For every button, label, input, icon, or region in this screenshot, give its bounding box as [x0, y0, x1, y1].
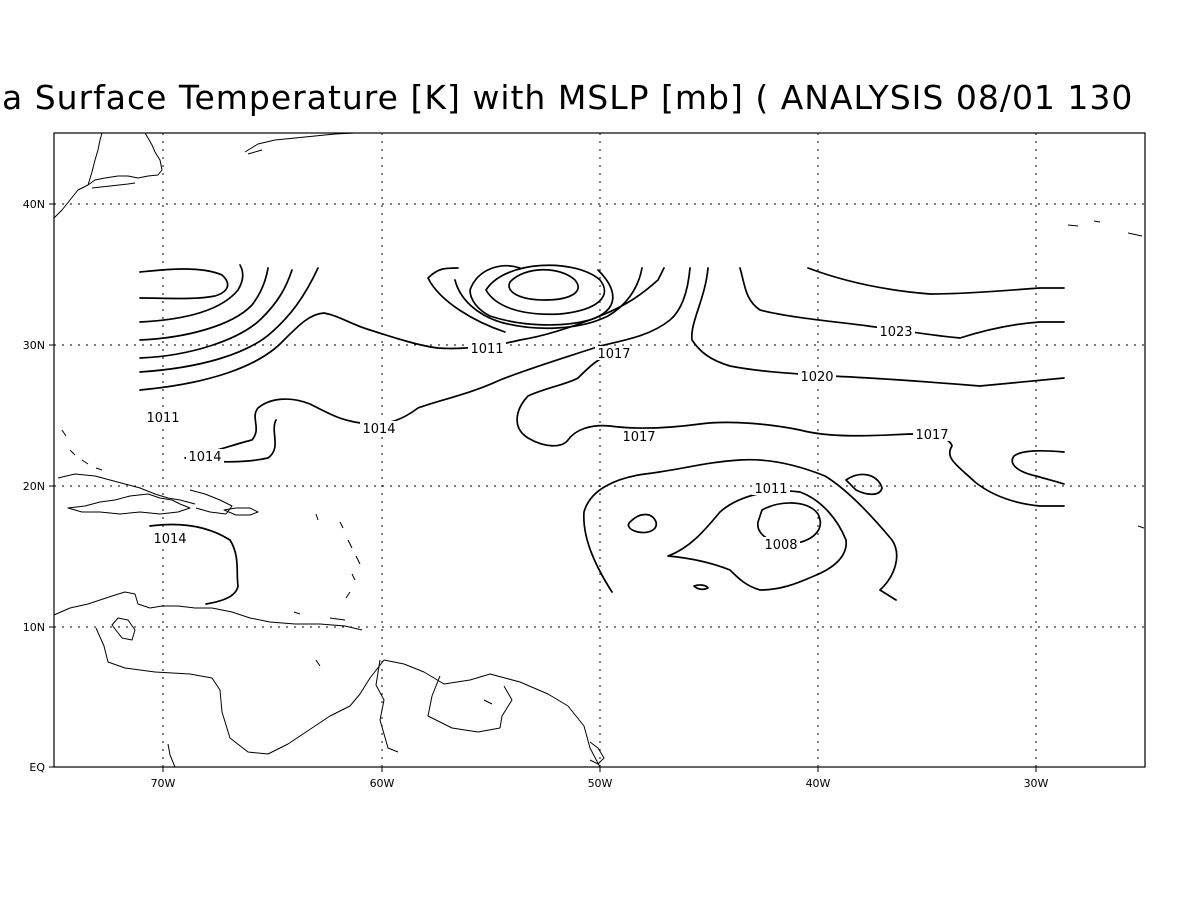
isobar — [469, 264, 614, 326]
lesser-antilles — [293, 513, 361, 621]
y-tick-label: 40N — [23, 198, 45, 211]
y-tick-label: 30N — [23, 339, 45, 352]
isobar — [184, 267, 691, 459]
new-england-coast — [87, 132, 103, 186]
contour-label: 1014 — [188, 450, 221, 465]
y-tick-label: 20N — [23, 480, 45, 493]
isobar — [583, 458, 898, 601]
isobar — [139, 269, 293, 359]
contour-label: 1014 — [362, 422, 395, 437]
lake-maracaibo — [111, 617, 136, 641]
x-tick-label: 40W — [806, 777, 831, 790]
isobar — [427, 267, 506, 333]
isobar — [139, 264, 244, 323]
hispaniola — [67, 493, 191, 515]
x-tick-label: 60W — [370, 777, 395, 790]
y-tick-label: 10N — [23, 621, 45, 634]
long-island — [91, 182, 136, 189]
isobar — [693, 584, 709, 591]
grid-lines — [54, 133, 1145, 767]
y-tick-label: EQ — [29, 761, 45, 774]
puerto-rico — [223, 507, 259, 516]
south-america-coast — [95, 627, 601, 768]
isobar — [516, 351, 1065, 507]
isobar — [139, 267, 269, 341]
map-title: a Surface Temperature [K] with MSLP [mb]… — [0, 78, 1200, 128]
x-tick-label: 70W — [151, 777, 176, 790]
amazon-delta — [589, 741, 605, 765]
isobar — [739, 267, 1065, 339]
french-guiana-border — [499, 685, 513, 729]
contour-label: 1023 — [879, 325, 912, 340]
isobar — [485, 264, 606, 316]
isobar — [627, 513, 658, 534]
isobar — [454, 267, 643, 330]
isobar — [667, 490, 847, 591]
isobar — [1011, 449, 1065, 485]
axis-ticks — [49, 203, 1037, 772]
isobar — [757, 502, 821, 545]
contour-label: 1011 — [146, 411, 179, 426]
isobar — [807, 267, 1065, 295]
contour-label: 1008 — [764, 538, 797, 553]
isobar — [139, 267, 319, 373]
contour-label: 1011 — [754, 482, 787, 497]
contour-label: 1014 — [153, 532, 186, 547]
hispaniola-east — [189, 489, 233, 515]
cuba — [57, 473, 196, 505]
bahamas — [61, 429, 103, 471]
x-tick-label: 50W — [588, 777, 613, 790]
coastlines — [53, 132, 1145, 768]
map-title-text: a Surface Temperature [K] with MSLP [mb]… — [2, 78, 1134, 117]
azores — [1067, 220, 1143, 237]
isobar — [139, 268, 229, 300]
contour-label: 1017 — [597, 347, 630, 362]
isobar — [508, 268, 579, 301]
guyana-border — [375, 659, 399, 753]
isobar — [845, 473, 883, 496]
nova-scotia — [244, 132, 356, 155]
central-america — [53, 591, 363, 631]
isobar — [149, 523, 239, 605]
cape-verde — [1137, 525, 1145, 529]
suriname-border — [427, 675, 501, 733]
brazil-shore — [167, 743, 176, 768]
contour-label: 1020 — [800, 370, 833, 385]
north-america-coast — [53, 132, 163, 219]
contour-label: 1017 — [622, 430, 655, 445]
islands-south — [315, 659, 493, 705]
contour-label: 1011 — [470, 342, 503, 357]
contour-labels: 1011 1011 1011 1014 1014 1014 1017 1017 … — [144, 324, 951, 553]
x-tick-label: 30W — [1024, 777, 1049, 790]
contour-label: 1017 — [915, 428, 948, 443]
